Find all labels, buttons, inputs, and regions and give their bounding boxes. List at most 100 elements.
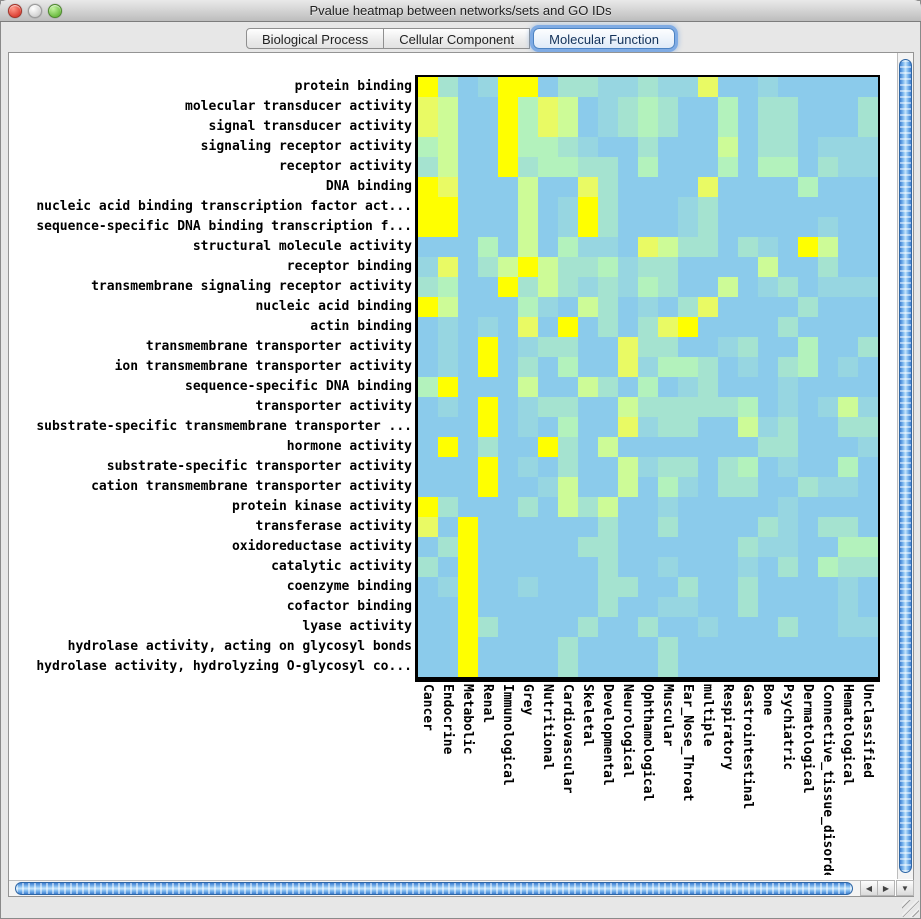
- heatmap-cell: [658, 417, 678, 437]
- heatmap-cell: [438, 337, 458, 357]
- heatmap-cell: [778, 257, 798, 277]
- heatmap-cell: [638, 637, 658, 657]
- heatmap-cell: [858, 537, 878, 557]
- heatmap-cell: [498, 597, 518, 617]
- vertical-scrollbar[interactable]: [897, 53, 913, 879]
- heatmap-cell: [698, 537, 718, 557]
- heatmap-cell: [698, 517, 718, 537]
- heatmap-cell: [778, 497, 798, 517]
- heatmap-cell: [578, 617, 598, 637]
- heatmap-cell: [538, 297, 558, 317]
- heatmap-cell: [518, 117, 538, 137]
- heatmap-cell: [478, 97, 498, 117]
- heatmap-cell: [458, 197, 478, 217]
- horizontal-scrollbar[interactable]: [9, 880, 860, 896]
- heatmap-cell: [658, 337, 678, 357]
- close-button[interactable]: [8, 4, 22, 18]
- heatmap-cell: [698, 157, 718, 177]
- vertical-scrollbar-thumb[interactable]: [899, 59, 912, 873]
- heatmap-cell: [618, 597, 638, 617]
- heatmap-cell: [658, 197, 678, 217]
- heatmap-cell: [558, 297, 578, 317]
- heatmap-cell: [778, 397, 798, 417]
- scroll-down-arrow-icon[interactable]: ▼: [896, 880, 914, 896]
- heatmap-cell: [558, 477, 578, 497]
- heatmap-cell: [598, 537, 618, 557]
- heatmap-cell: [718, 497, 738, 517]
- heatmap-cell: [678, 277, 698, 297]
- heatmap-cell: [658, 97, 678, 117]
- heatmap-cell: [438, 557, 458, 577]
- row-label: nucleic acid binding: [255, 299, 412, 314]
- heatmap-cell: [478, 357, 498, 377]
- heatmap-cell: [798, 117, 818, 137]
- scroll-right-arrow-icon[interactable]: ▶: [877, 880, 895, 896]
- heatmap-cell: [578, 557, 598, 577]
- heatmap-cell: [698, 217, 718, 237]
- heatmap-cell: [838, 437, 858, 457]
- heatmap-cell: [838, 637, 858, 657]
- heatmap-cell: [698, 337, 718, 357]
- heatmap-cell: [698, 137, 718, 157]
- heatmap-cell: [658, 557, 678, 577]
- tab-cellular-component[interactable]: Cellular Component: [384, 27, 531, 49]
- heatmap-cell: [818, 357, 838, 377]
- heatmap-cell: [678, 517, 698, 537]
- heatmap-cell: [858, 457, 878, 477]
- heatmap-cell: [498, 257, 518, 277]
- column-label: Nutritional: [540, 684, 555, 771]
- horizontal-scrollbar-thumb[interactable]: [15, 882, 853, 895]
- column-label: multiple: [700, 684, 715, 747]
- tab-biological-process[interactable]: Biological Process: [246, 27, 385, 49]
- heatmap-cell: [538, 397, 558, 417]
- minimize-button[interactable]: [28, 4, 42, 18]
- column-label: Metabolic: [460, 684, 475, 755]
- heatmap-cell: [638, 657, 658, 677]
- column-label: Psychiatric: [780, 684, 795, 771]
- heatmap-cell: [558, 257, 578, 277]
- heatmap-cell: [838, 97, 858, 117]
- row-label: ion transmembrane transporter activity: [114, 359, 412, 374]
- heatmap-cell: [498, 657, 518, 677]
- heatmap-cell: [518, 477, 538, 497]
- heatmap: [415, 75, 880, 682]
- heatmap-cell: [418, 237, 438, 257]
- heatmap-cell: [758, 657, 778, 677]
- heatmap-cell: [758, 537, 778, 557]
- heatmap-cell: [618, 97, 638, 117]
- title-bar[interactable]: Pvalue heatmap between networks/sets and…: [0, 0, 921, 22]
- heatmap-cell: [518, 137, 538, 157]
- heatmap-cell: [778, 277, 798, 297]
- heatmap-cell: [578, 317, 598, 337]
- heatmap-cell: [558, 657, 578, 677]
- heatmap-cell: [778, 337, 798, 357]
- zoom-button[interactable]: [48, 4, 62, 18]
- scroll-left-arrow-icon[interactable]: ◀: [860, 880, 878, 896]
- heatmap-cell: [578, 97, 598, 117]
- heatmap-cell: [758, 77, 778, 97]
- heatmap-cell: [538, 637, 558, 657]
- heatmap-cell: [598, 177, 618, 197]
- heatmap-cell: [758, 157, 778, 177]
- heatmap-cell: [718, 217, 738, 237]
- heatmap-cell: [738, 437, 758, 457]
- heatmap-cell: [778, 317, 798, 337]
- heatmap-cell: [418, 337, 438, 357]
- heatmap-cell: [718, 637, 738, 657]
- heatmap-cell: [838, 317, 858, 337]
- heatmap-cell: [478, 437, 498, 457]
- heatmap-cell: [738, 517, 758, 537]
- row-label: lyase activity: [302, 619, 412, 634]
- resize-grip-icon[interactable]: [902, 900, 919, 917]
- heatmap-cell: [578, 457, 598, 477]
- heatmap-cell: [578, 77, 598, 97]
- heatmap-cell: [418, 597, 438, 617]
- row-label: coenzyme binding: [286, 579, 412, 594]
- heatmap-cell: [798, 437, 818, 457]
- heatmap-cell: [758, 197, 778, 217]
- heatmap-cell: [438, 637, 458, 657]
- heatmap-cell: [798, 517, 818, 537]
- heatmap-cell: [758, 437, 778, 457]
- heatmap-cell: [558, 357, 578, 377]
- tab-molecular-function[interactable]: Molecular Function: [533, 27, 675, 49]
